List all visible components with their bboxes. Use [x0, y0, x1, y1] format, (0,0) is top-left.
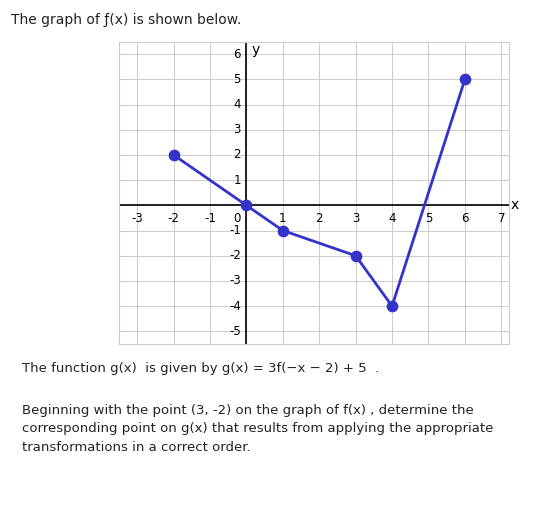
Point [351, 252, 360, 260]
Text: 5: 5 [234, 73, 241, 86]
Text: y: y [252, 43, 260, 57]
Point [279, 226, 287, 234]
Text: 3: 3 [234, 123, 241, 137]
Text: 2: 2 [234, 148, 241, 162]
Text: The graph of ƒ(x) is shown below.: The graph of ƒ(x) is shown below. [11, 13, 241, 27]
Text: -5: -5 [229, 325, 241, 338]
Text: -4: -4 [229, 300, 241, 313]
Point [460, 76, 469, 84]
Text: x: x [510, 199, 519, 213]
Text: -2: -2 [168, 212, 180, 225]
Text: 7: 7 [498, 212, 505, 225]
Text: -1: -1 [229, 224, 241, 237]
Text: 0: 0 [234, 212, 241, 225]
Text: Beginning with the point (3, -2) on the graph of f(x) , determine the
correspond: Beginning with the point (3, -2) on the … [22, 404, 493, 454]
Point [388, 302, 397, 310]
Point [242, 201, 251, 209]
Text: 5: 5 [425, 212, 432, 225]
Text: -2: -2 [229, 249, 241, 262]
Text: 2: 2 [315, 212, 323, 225]
Text: 1: 1 [234, 173, 241, 187]
Text: 3: 3 [352, 212, 359, 225]
Point [169, 151, 178, 159]
Text: 4: 4 [388, 212, 396, 225]
Text: The function g(x)  is given by g(x) = 3f(−x − 2) + 5  .: The function g(x) is given by g(x) = 3f(… [22, 362, 379, 375]
Text: -3: -3 [131, 212, 143, 225]
Text: -1: -1 [204, 212, 216, 225]
Text: 1: 1 [279, 212, 287, 225]
Text: -3: -3 [229, 275, 241, 288]
Text: 6: 6 [234, 48, 241, 61]
Text: 6: 6 [461, 212, 469, 225]
Text: 4: 4 [234, 98, 241, 111]
